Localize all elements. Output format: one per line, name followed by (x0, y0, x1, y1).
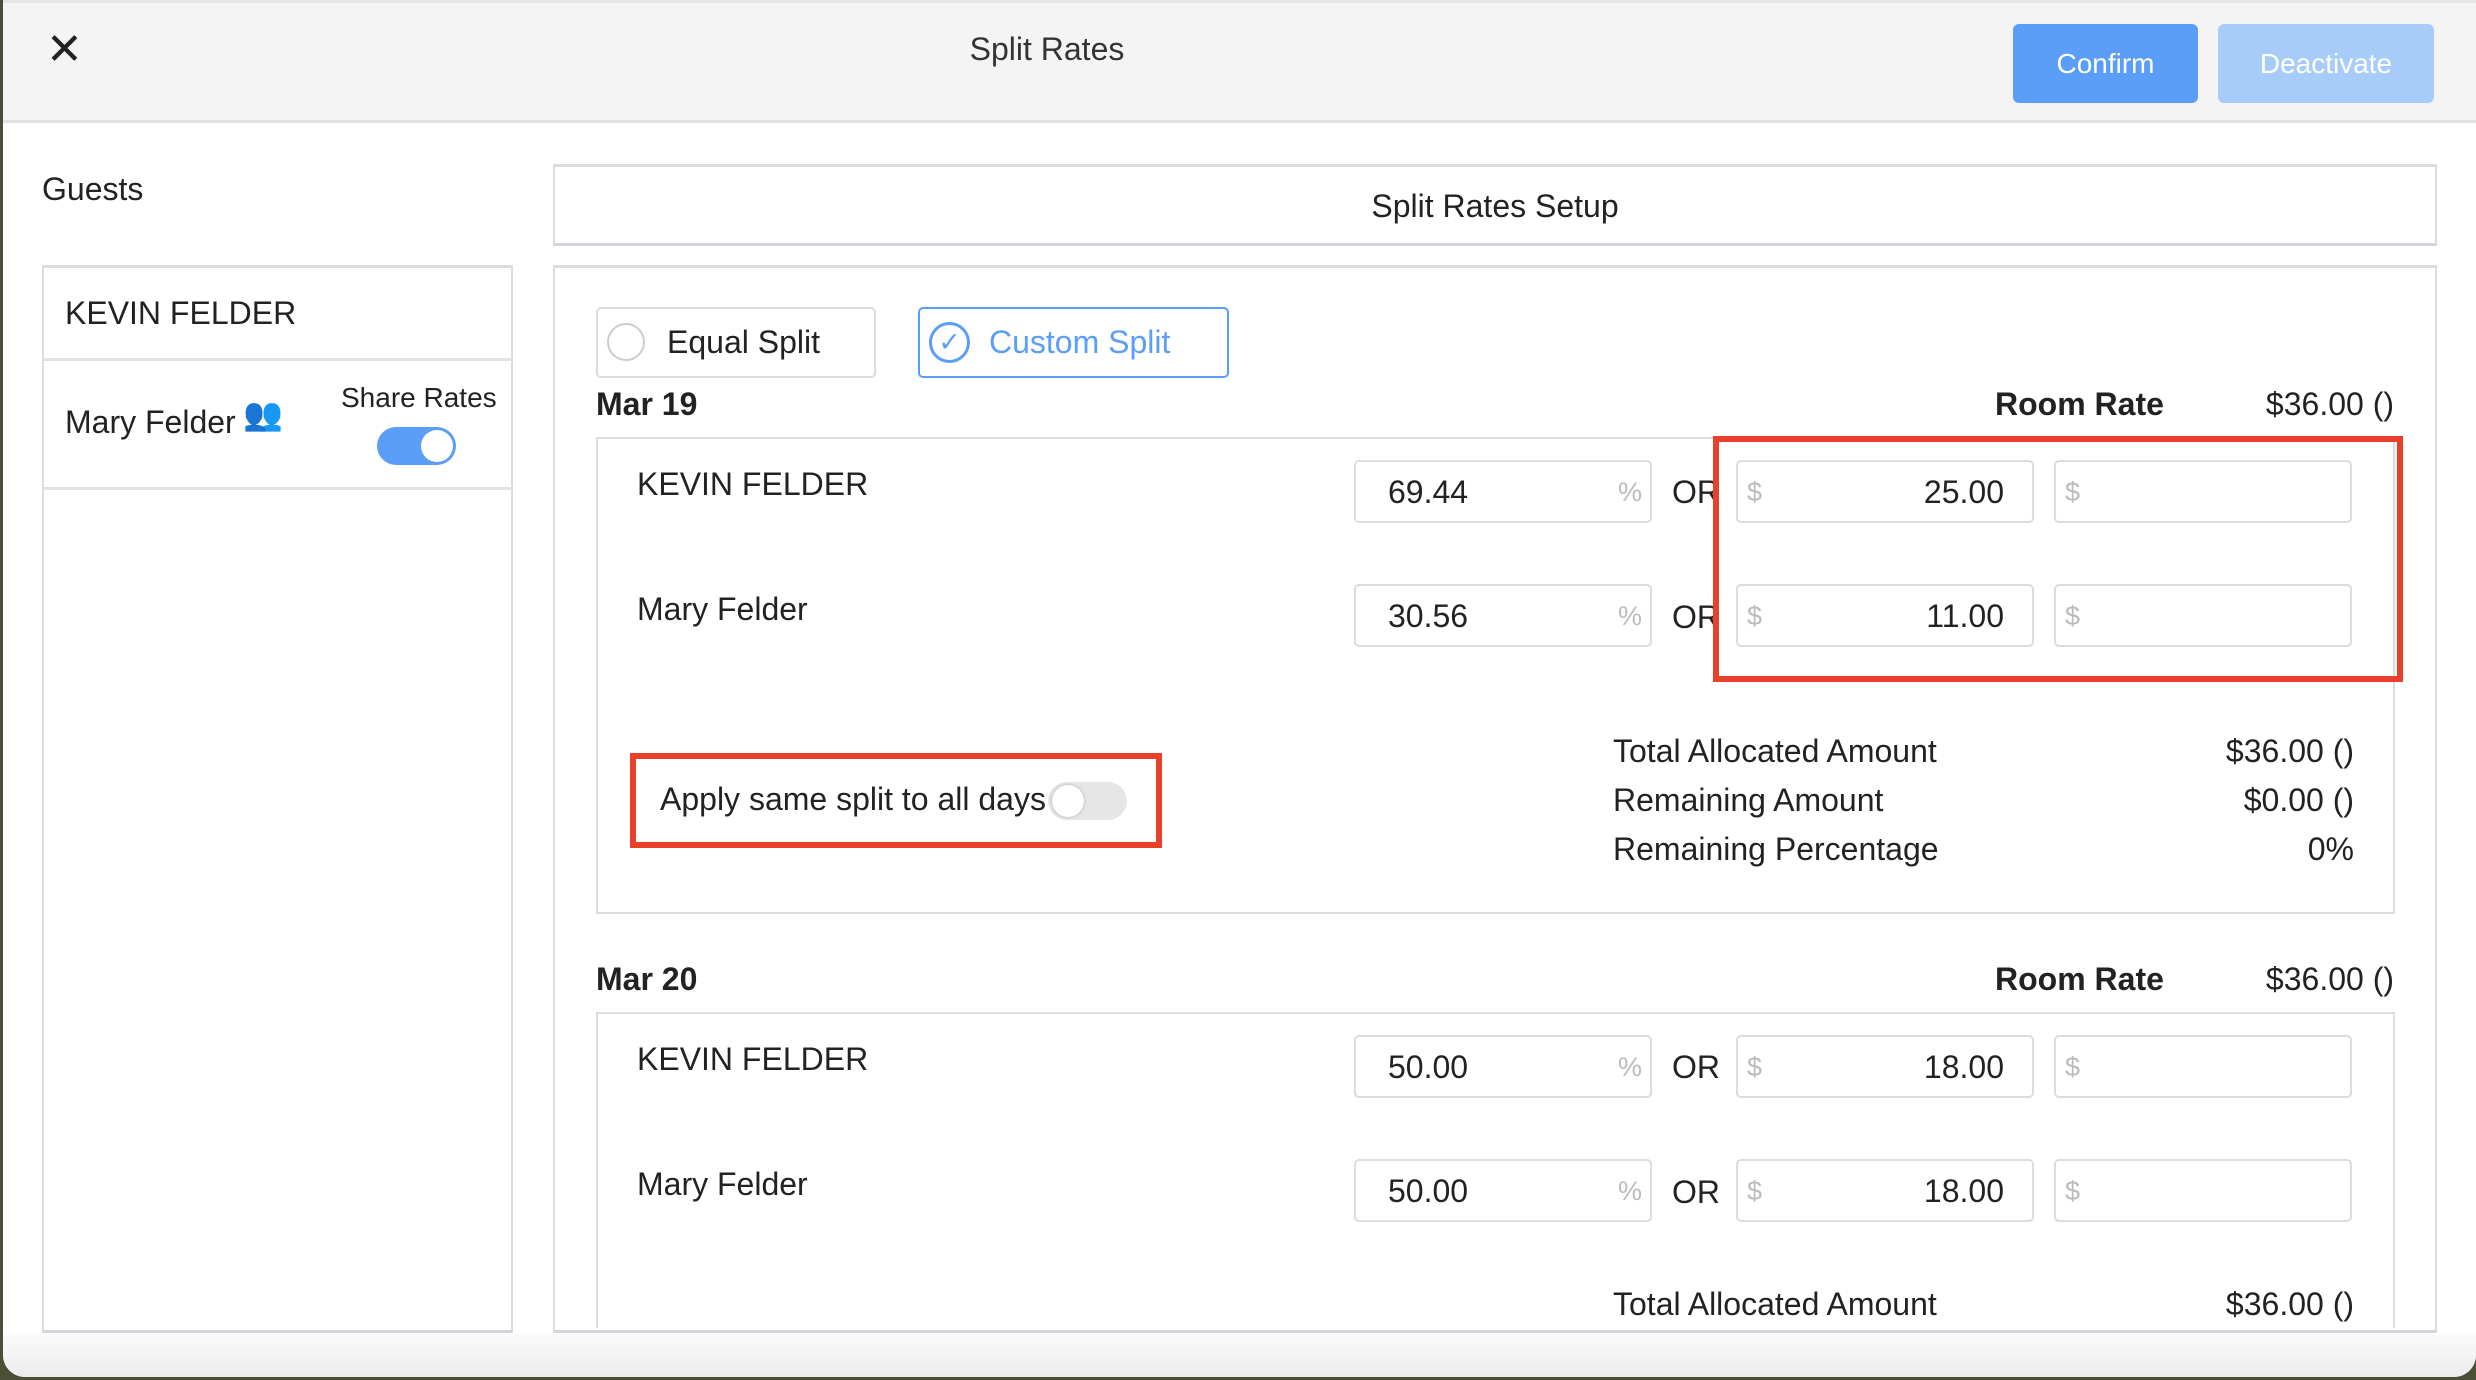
remaining-amount-value: $0.00 () (2243, 782, 2354, 818)
close-icon[interactable]: ✕ (46, 25, 83, 74)
room-rate-label: Room Rate (1995, 386, 2164, 422)
split-rates-dialog: ✕ Split Rates Confirm Deactivate Guests … (3, 0, 2476, 1377)
guest-name: KEVIN FELDER (65, 295, 297, 331)
split-row-name: KEVIN FELDER (637, 1041, 869, 1077)
dialog-header: ✕ Split Rates Confirm Deactivate (3, 0, 2476, 123)
amount-input[interactable]: $18.00 (1736, 1035, 2034, 1098)
room-rate-value: $36.00 () (2265, 961, 2394, 997)
amount-input[interactable]: $18.00 (1736, 1159, 2034, 1222)
or-label: OR (1672, 599, 1720, 635)
highlight-apply-toggle (630, 753, 1162, 848)
total-label: Total Allocated Amount (1613, 1286, 1937, 1322)
percent-input[interactable]: 50.00% (1354, 1035, 1652, 1098)
split-row-name: KEVIN FELDER (637, 466, 869, 502)
amount-input[interactable]: $11.00 (1736, 584, 2034, 647)
highlight-amounts (1713, 436, 2403, 682)
extra-amount-input[interactable]: $ (2054, 460, 2352, 523)
setup-header: Split Rates Setup (553, 164, 2437, 246)
equal-split-option[interactable]: Equal Split (596, 307, 876, 378)
apply-same-split-label: Apply same split to all days (660, 781, 1046, 817)
share-rates-label: Share Rates (341, 382, 497, 413)
extra-amount-input[interactable]: $ (2054, 584, 2352, 647)
day-split-box: KEVIN FELDER 50.00% OR $18.00 $ Mary Fel… (596, 1012, 2395, 1328)
day-date: Mar 20 (596, 961, 698, 997)
split-row-name: Mary Felder (637, 1166, 808, 1202)
setup-panel: Equal Split ✓ Custom Split Mar 19 Room R… (553, 265, 2437, 1333)
amount-input[interactable]: $25.00 (1736, 460, 2034, 523)
dialog-footer (3, 1334, 2476, 1377)
custom-split-label: Custom Split (989, 324, 1171, 360)
remaining-amount-label: Remaining Amount (1613, 782, 1884, 818)
guest-name: Mary Felder (65, 404, 236, 440)
or-label: OR (1672, 1049, 1720, 1085)
room-rate-label: Room Rate (1995, 961, 2164, 997)
percent-input[interactable]: 30.56% (1354, 584, 1652, 647)
or-label: OR (1672, 474, 1720, 510)
dialog-title: Split Rates (969, 31, 1125, 67)
remaining-percentage-value: 0% (2307, 831, 2354, 867)
extra-amount-input[interactable]: $ (2054, 1159, 2352, 1222)
check-circle-icon: ✓ (929, 322, 970, 363)
total-value: $36.00 () (2225, 733, 2354, 769)
guest-item[interactable]: KEVIN FELDER (44, 268, 511, 361)
users-icon: 👥 (243, 396, 283, 432)
confirm-button[interactable]: Confirm (2013, 24, 2198, 103)
deactivate-button[interactable]: Deactivate (2218, 24, 2434, 103)
total-label: Total Allocated Amount (1613, 733, 1937, 769)
guest-list: KEVIN FELDER Mary Felder 👥 Share Rates (42, 265, 513, 1333)
day-date: Mar 19 (596, 386, 698, 422)
or-label: OR (1672, 1174, 1720, 1210)
share-rates-toggle[interactable] (377, 427, 456, 465)
total-value: $36.00 () (2225, 1286, 2354, 1322)
percent-input[interactable]: 50.00% (1354, 1159, 1652, 1222)
custom-split-option[interactable]: ✓ Custom Split (918, 307, 1229, 378)
guests-title: Guests (42, 171, 144, 207)
split-row-name: Mary Felder (637, 591, 808, 627)
day-split-box: KEVIN FELDER 69.44% OR $25.00 $ Mary Fel… (596, 436, 2403, 914)
setup-title: Split Rates Setup (1371, 188, 1619, 224)
apply-same-split-toggle[interactable] (1048, 782, 1127, 820)
guest-item[interactable]: Mary Felder 👥 Share Rates (44, 358, 511, 490)
percent-input[interactable]: 69.44% (1354, 460, 1652, 523)
equal-split-label: Equal Split (667, 324, 820, 360)
room-rate-value: $36.00 () (2265, 386, 2394, 422)
radio-icon (607, 323, 645, 361)
extra-amount-input[interactable]: $ (2054, 1035, 2352, 1098)
remaining-percentage-label: Remaining Percentage (1613, 831, 1939, 867)
